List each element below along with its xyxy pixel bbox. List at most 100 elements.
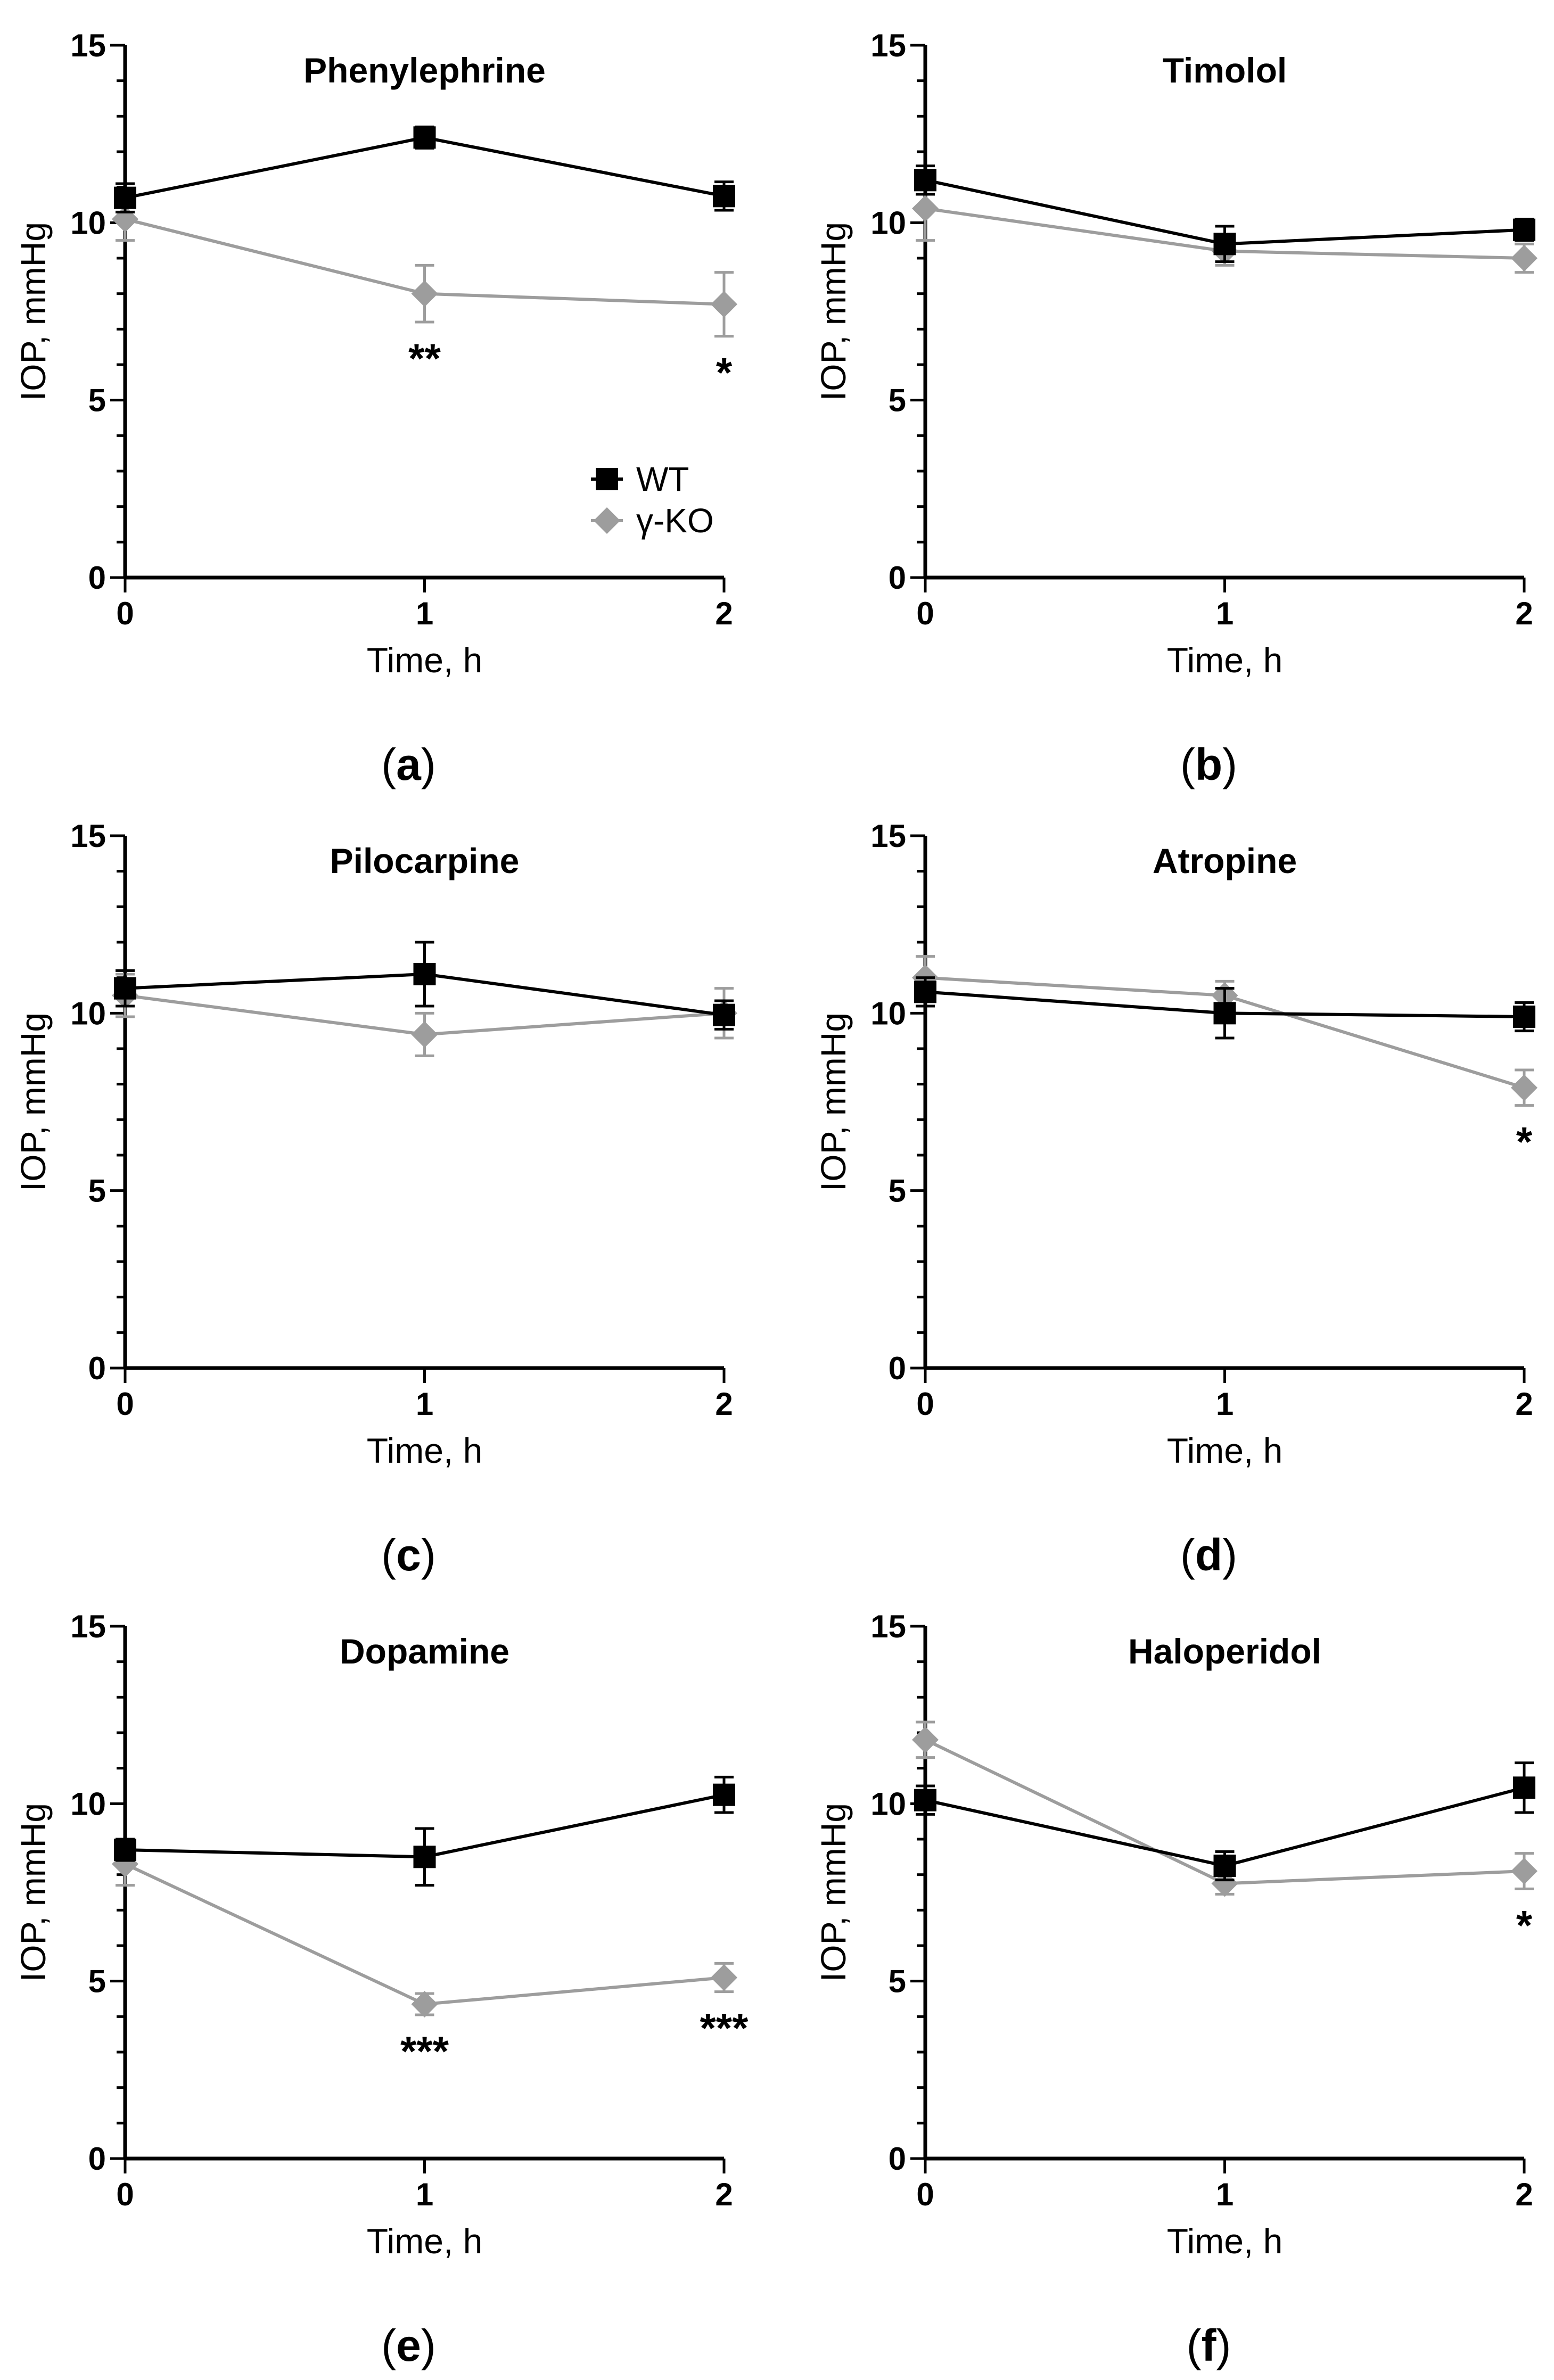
chart-title: Phenylephrine [303, 51, 546, 90]
chart-panel-b: 0 5 10 15 0 1 2 Time, h IOP, mmHg Timolol (b) [813, 28, 1537, 789]
y-tick-label: 5 [88, 1173, 106, 1209]
series-WT [114, 125, 735, 213]
legend: WTγ-KO [591, 460, 714, 540]
panel-letter-text: f [1202, 2320, 1217, 2370]
x-tick-label: 1 [1216, 596, 1234, 631]
y-tick-label: 5 [889, 1173, 906, 1209]
y-tick-label: 5 [88, 383, 106, 418]
chart-panel-f: 0 5 10 15 0 1 2 Time, h IOP, mmHg Haloperidol * (f) [813, 1609, 1537, 2370]
chart-title: Haloperidol [1128, 1632, 1321, 1671]
y-tick-label: 5 [889, 1964, 906, 1999]
legend-marker [596, 468, 618, 490]
x-axis-label: Time, h [367, 1431, 483, 1470]
data-point [912, 1726, 939, 1753]
data-point [1213, 1002, 1236, 1025]
data-point [1513, 218, 1535, 241]
significance-marker: ** [408, 335, 441, 382]
x-tick-label: 1 [416, 2177, 433, 2212]
chart-panel-d: 0 5 10 15 0 1 2 Time, h IOP, mmHg Atropine * (d) [813, 818, 1537, 1580]
data-point [413, 126, 436, 149]
panel-letter: (f) [1187, 2320, 1231, 2370]
x-tick-label: 1 [1216, 1386, 1234, 1422]
data-point [413, 1846, 436, 1868]
x-tick-label: 1 [416, 1386, 433, 1422]
legend-label: γ-KO [636, 501, 714, 540]
x-tick-label: 2 [1515, 596, 1533, 631]
significance-marker: *** [400, 2028, 449, 2074]
data-point [1513, 1776, 1535, 1799]
data-point [411, 1021, 438, 1048]
y-tick-label: 10 [870, 995, 906, 1031]
x-tick-label: 1 [1216, 2177, 1234, 2212]
significance-marker: * [716, 349, 733, 396]
y-tick-label: 10 [870, 1786, 906, 1822]
chart-title: Atropine [1153, 841, 1297, 880]
y-axis-label: IOP, mmHg [813, 1803, 853, 1982]
legend-label: WT [636, 460, 689, 498]
significance-marker: * [1516, 1118, 1533, 1165]
x-tick-label: 2 [715, 2177, 733, 2212]
panel-letter: (a) [381, 739, 436, 789]
data-point [1513, 1006, 1535, 1028]
y-tick-label: 10 [70, 205, 106, 241]
series-gamma_KO [112, 196, 737, 338]
significance-marker: * [1516, 1901, 1533, 1948]
panel-letter-open: ( [1187, 2320, 1202, 2370]
series-WT [114, 941, 735, 1031]
panel-letter-open: ( [381, 1530, 396, 1580]
x-axis-label: Time, h [367, 2221, 483, 2261]
series-WT [114, 1775, 735, 1887]
x-tick-label: 2 [1515, 2177, 1533, 2212]
y-axis-label: IOP, mmHg [13, 1803, 53, 1982]
data-point [114, 186, 136, 209]
y-tick-label: 10 [870, 205, 906, 241]
panel-letter-text: b [1195, 739, 1222, 789]
data-point [1213, 1855, 1236, 1877]
chart-panel-e: 0 5 10 15 0 1 2 Time, h IOP, mmHg Dopamine *** *** (… [13, 1609, 749, 2370]
y-tick-label: 5 [88, 1964, 106, 1999]
y-axis-label: IOP, mmHg [813, 222, 853, 401]
panel-letter-open: ( [1180, 739, 1195, 789]
panel-letter-open: ( [381, 739, 396, 789]
data-point [713, 1783, 735, 1806]
x-tick-label: 0 [116, 1386, 134, 1422]
panel-letter-open: ( [1180, 1530, 1195, 1580]
chart-title: Pilocarpine [330, 841, 520, 880]
data-point [1213, 233, 1236, 256]
x-tick-label: 0 [916, 596, 934, 631]
data-point [114, 1839, 136, 1861]
y-tick-label: 10 [70, 1786, 106, 1822]
data-point [1511, 1074, 1537, 1101]
data-point [711, 1964, 737, 1991]
panel-letter-text: a [396, 739, 422, 789]
data-point [1511, 245, 1537, 271]
panel-letter-close: ) [1216, 2320, 1231, 2370]
y-tick-label: 0 [889, 560, 906, 596]
x-tick-label: 2 [715, 596, 733, 631]
y-tick-label: 15 [70, 1609, 106, 1644]
panel-letter: (b) [1180, 739, 1237, 789]
y-tick-label: 10 [70, 995, 106, 1031]
y-axis-label: IOP, mmHg [13, 1012, 53, 1191]
panel-letter: (d) [1180, 1530, 1237, 1580]
y-tick-label: 15 [70, 818, 106, 854]
series-WT [914, 976, 1535, 1040]
data-point [713, 185, 735, 208]
data-point [914, 169, 936, 192]
data-point [914, 981, 936, 1003]
panel-letter-text: d [1195, 1530, 1222, 1580]
panel-letter-close: ) [1222, 739, 1237, 789]
y-tick-label: 0 [889, 2141, 906, 2177]
data-point [713, 1003, 735, 1026]
panel-letter-text: e [396, 2320, 421, 2370]
data-point [711, 291, 737, 318]
x-tick-label: 0 [116, 596, 134, 631]
x-tick-label: 2 [715, 1386, 733, 1422]
y-tick-label: 0 [88, 560, 106, 596]
y-tick-label: 5 [889, 383, 906, 418]
y-tick-label: 0 [88, 2141, 106, 2177]
chart-title: Timolol [1163, 51, 1287, 90]
series-WT [914, 164, 1535, 263]
